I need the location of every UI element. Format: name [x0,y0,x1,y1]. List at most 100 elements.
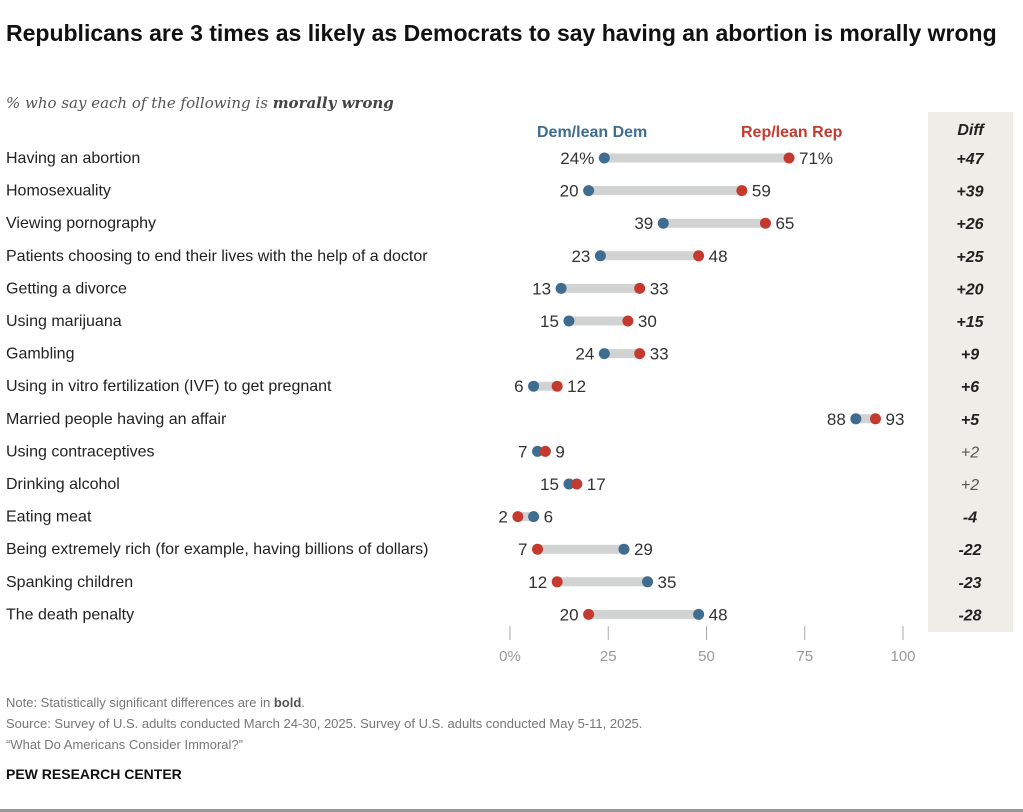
row-label: Married people having an affair [6,411,227,428]
diff-value: +26 [956,216,983,233]
rep-dot [539,445,551,457]
x-tick-label: 0% [499,648,521,665]
row-label: Drinking alcohol [6,476,120,493]
diff-value: -22 [958,542,981,559]
note: Note: Statistically significant differen… [6,695,305,710]
dem-dot [693,608,705,620]
diff-value: +9 [961,347,979,364]
diff-value: +20 [956,281,983,298]
dem-dot [642,576,654,588]
dumbbell-chart: 0% 25 50 75 100 Having an abortion 24% 71% +47 Ho… [6,149,985,665]
dem-dot [532,445,544,457]
value-label-high: 12 [567,377,586,396]
value-label-high: 33 [650,345,669,364]
x-tick-label: 50 [698,648,715,665]
value-label-high: 30 [638,312,657,331]
row-label: Using marijuana [6,313,122,330]
value-label-high: 29 [634,540,653,559]
brand-logo-text: PEW RESEARCH CENTER [6,766,182,782]
row-label: Gambling [6,346,74,363]
rep-dot [571,478,583,490]
source: Source: Survey of U.S. adults conducted … [6,716,643,731]
rep-dot [532,543,544,555]
diff-value: +39 [956,184,983,201]
note-text: Note: Statistically significant differen… [6,695,274,710]
rep-dot [622,315,634,327]
legend-rep: Rep/lean Rep [741,124,843,141]
bottom-border [0,809,1023,812]
value-label-low: 88 [827,410,846,429]
diff-value: -4 [963,510,977,527]
row-label: Using in vitro fertilization (IVF) to ge… [6,378,332,395]
value-label-high: 33 [650,279,669,298]
diff-value: +2 [961,477,979,494]
value-label-low: 20 [560,605,579,624]
row-label: Patients choosing to end their lives wit… [6,248,428,265]
rep-dot [634,282,646,294]
rep-dot [512,511,524,523]
dem-dot [598,348,610,360]
rep-dot [551,576,563,588]
value-label-low: 20 [560,182,579,201]
value-label-low: 24% [560,149,594,168]
value-label-low: 12 [528,573,547,592]
dem-dot [594,250,606,262]
value-label-high: 9 [555,442,564,461]
row-label: Eating meat [6,509,92,526]
rep-dot [869,413,881,425]
subtitle-text: % who say each of the following is [6,94,273,112]
rep-dot [693,250,705,262]
value-label-low: 7 [518,442,527,461]
value-label-low: 15 [540,475,559,494]
dem-dot [657,217,669,229]
value-label-high: 35 [658,573,677,592]
value-label-high: 48 [709,247,728,266]
value-label-low: 24 [575,345,594,364]
x-tick-label: 75 [796,648,813,665]
row-label: Spanking children [6,574,133,591]
chart-subtitle: % who say each of the following is moral… [6,94,394,112]
diff-value: +5 [961,412,980,429]
row-label: Homosexuality [6,183,111,200]
value-label-high: 93 [885,410,904,429]
value-label-low: 6 [514,377,523,396]
dem-dot [563,478,575,490]
value-label-low: 23 [571,247,590,266]
legend-dem: Dem/lean Dem [537,124,648,141]
dem-dot [598,152,610,164]
diff-value: +6 [961,379,979,396]
diff-value: +47 [956,151,984,168]
row-label: The death penalty [6,606,134,623]
row-label: Viewing pornography [6,215,156,232]
value-label-high: 65 [775,214,794,233]
row-label: Getting a divorce [6,280,127,297]
value-label-high: 59 [752,182,771,201]
diff-header: Diff [957,122,984,139]
dem-dot [528,380,540,392]
value-label-low: 7 [518,540,527,559]
chart-title: Republicans are 3 times as likely as Dem… [6,20,997,46]
value-label-low: 13 [532,279,551,298]
row-label: Having an abortion [6,150,140,167]
row-label: Using contraceptives [6,443,155,460]
rep-dot [634,348,646,360]
subtitle-bold: morally wrong [272,94,394,112]
rep-dot [551,380,563,392]
value-label-low: 2 [498,508,507,527]
value-label-low: 15 [540,312,559,331]
note-bold: bold [273,695,302,710]
value-label-high: 71% [799,149,833,168]
rep-dot [759,217,771,229]
row-label: Being extremely rich (for example, havin… [6,541,428,558]
dem-dot [583,185,595,197]
rep-dot [736,185,748,197]
value-label-low: 39 [634,214,653,233]
rep-dot [783,152,795,164]
dem-dot [528,511,540,523]
value-label-high: 17 [587,475,606,494]
diff-value: +2 [961,444,979,461]
diff-value: +15 [956,314,984,331]
value-label-high: 6 [544,508,553,527]
diff-value: -23 [958,575,981,592]
